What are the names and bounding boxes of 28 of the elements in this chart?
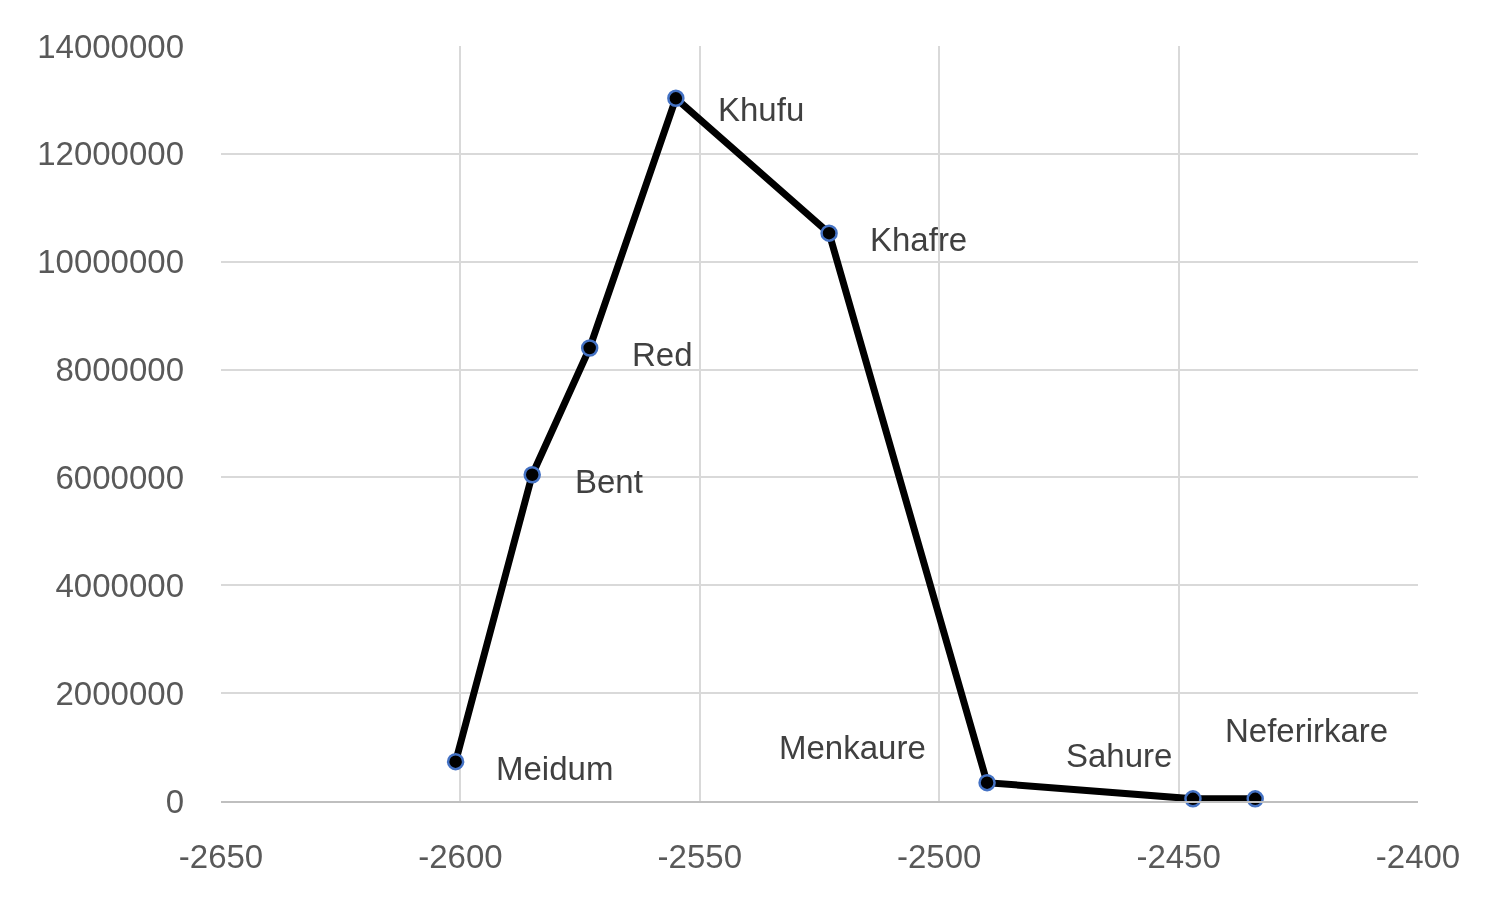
annotation: Khafre <box>870 221 968 258</box>
y-tick-label: 2000000 <box>55 674 184 712</box>
annotation: Neferirkare <box>1225 712 1389 749</box>
y-tick-label: 4000000 <box>55 566 184 604</box>
point <box>978 773 996 792</box>
point <box>580 339 599 357</box>
x-tick-label: -2650 <box>178 838 264 876</box>
y-tick-label: 8000000 <box>55 351 184 389</box>
x-tick-label: -2550 <box>657 838 742 876</box>
point <box>446 752 465 771</box>
y-tick-label: 6000000 <box>55 458 184 496</box>
annotation: Khufu <box>718 91 805 128</box>
point <box>667 89 685 108</box>
x-tick-label: -2500 <box>897 838 982 876</box>
annotation: Sahure <box>1066 737 1173 774</box>
annotation: Bent <box>575 463 643 500</box>
x-tick-label: -2400 <box>1375 838 1461 876</box>
y-tick-label: 0 <box>165 782 184 820</box>
y-tick-label: 10000000 <box>37 243 184 281</box>
x-tick-label: -2450 <box>1136 838 1221 876</box>
annotation: Red <box>632 336 693 373</box>
annotation: Meidum <box>496 750 614 787</box>
x-tick-label: -2600 <box>418 838 503 876</box>
annotation: Menkaure <box>779 729 926 766</box>
y-tick-label: 14000000 <box>37 27 184 65</box>
y-tick-label: 12000000 <box>37 135 184 173</box>
point <box>820 224 838 242</box>
point <box>523 465 541 484</box>
